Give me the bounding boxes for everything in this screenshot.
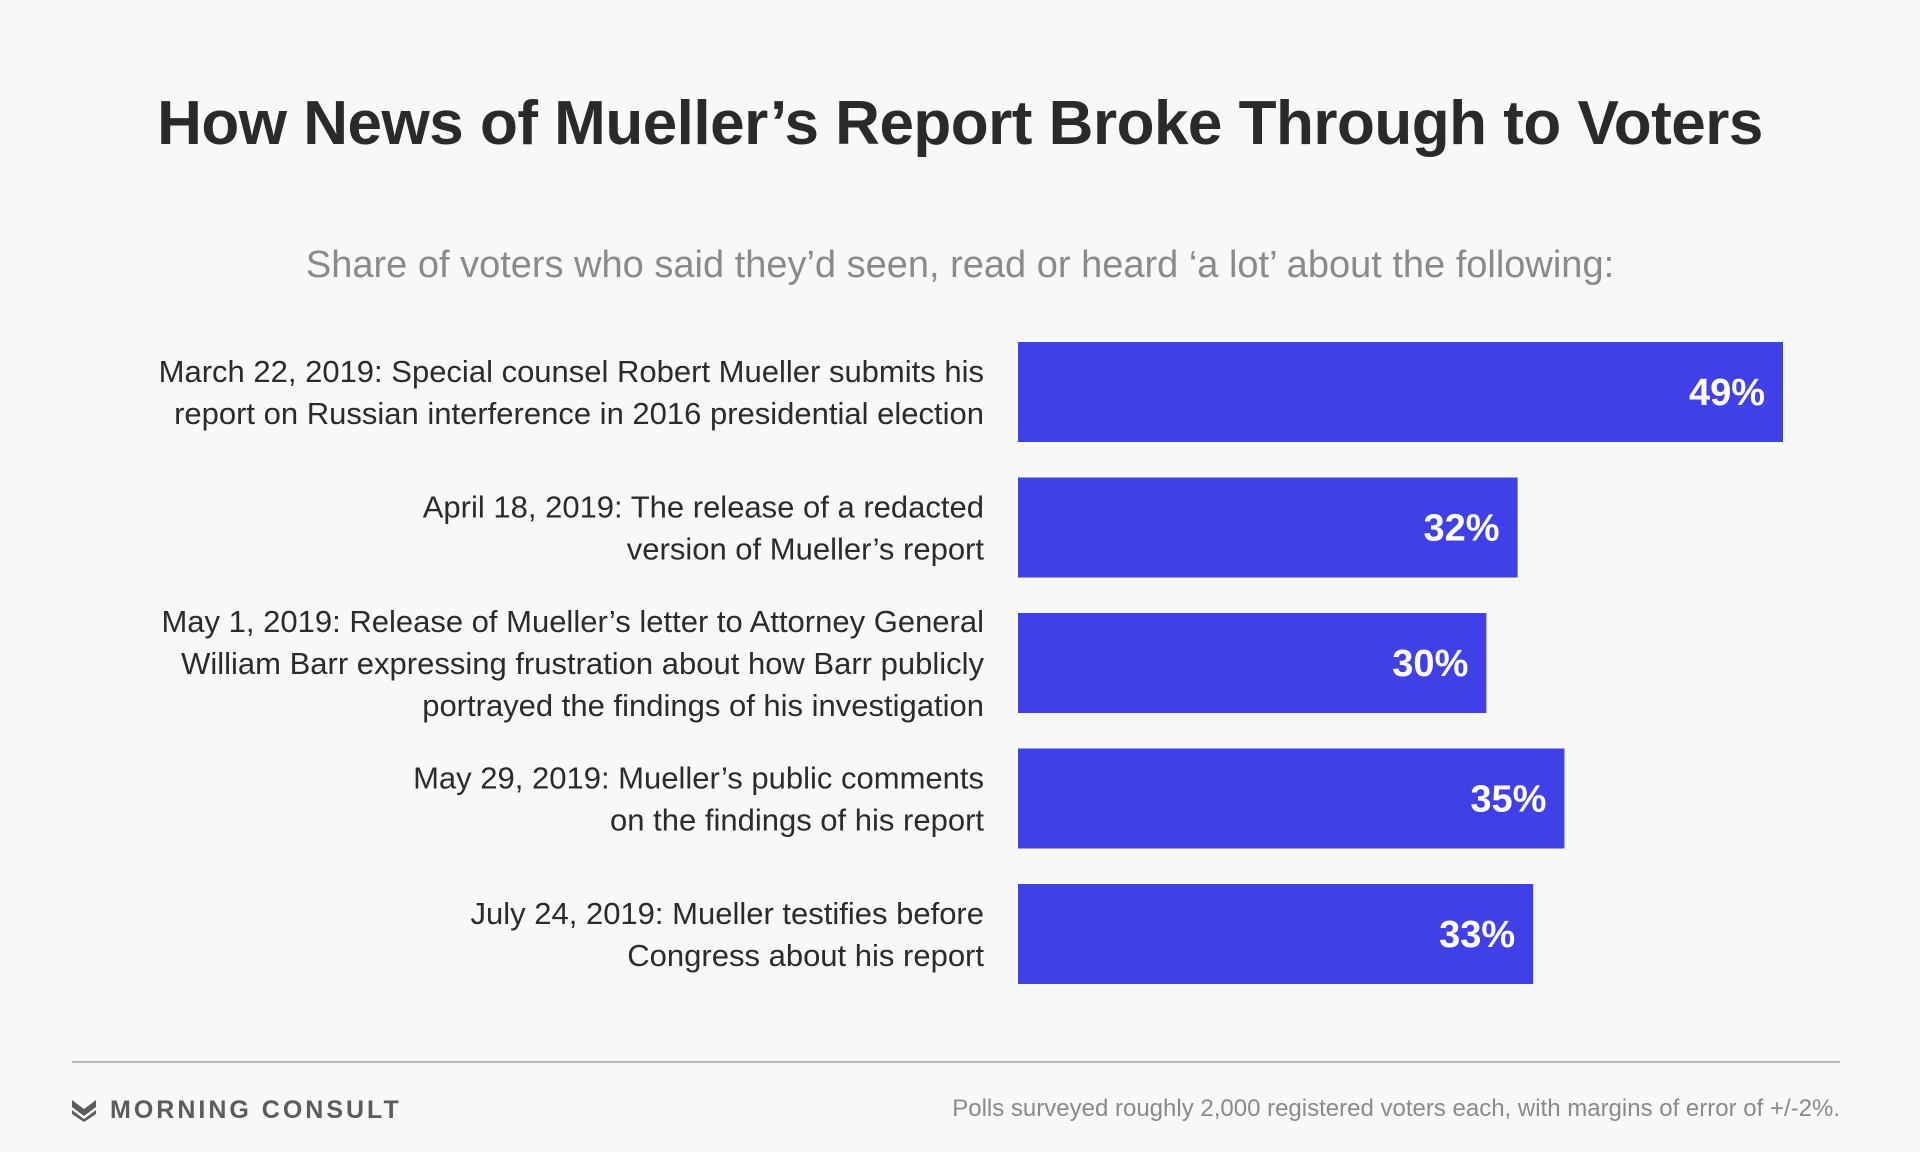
bar-2 <box>1018 477 1518 578</box>
bar-5 <box>1018 884 1534 984</box>
bar-value-label: 33% <box>1439 914 1515 956</box>
bar-value-label: 30% <box>1392 643 1468 685</box>
bar-value-label: 35% <box>1470 779 1546 821</box>
category-label-line: May 29, 2019: Mueller’s public comments <box>413 761 984 796</box>
bar-1 <box>1018 342 1783 442</box>
footer-divider <box>72 1061 1840 1063</box>
chart-title: How News of Mueller’s Report Broke Throu… <box>157 89 1763 158</box>
category-label-line: March 22, 2019: Special counsel Robert M… <box>159 354 984 389</box>
category-label-line: report on Russian interference in 2016 p… <box>174 396 984 431</box>
source-note: Polls surveyed roughly 2,000 registered … <box>952 1095 1840 1122</box>
category-label-line: William Barr expressing frustration abou… <box>181 646 984 681</box>
category-label-line: version of Mueller’s report <box>627 532 985 567</box>
brand-name: MORNING CONSULT <box>110 1096 402 1124</box>
category-label-line: portrayed the findings of his investigat… <box>422 688 984 723</box>
bar-value-label: 32% <box>1424 508 1500 550</box>
category-label-line: May 1, 2019: Release of Mueller’s letter… <box>161 604 984 639</box>
category-label-line: July 24, 2019: Mueller testifies before <box>471 896 985 931</box>
brand-logo: MORNING CONSULT <box>72 1096 402 1125</box>
category-label-line: April 18, 2019: The release of a redacte… <box>423 490 984 525</box>
bar-3 <box>1018 613 1487 713</box>
bar-4 <box>1018 748 1565 849</box>
category-label-line: Congress about his report <box>627 938 984 973</box>
bar-value-label: 49% <box>1689 372 1765 414</box>
category-label-line: on the findings of his report <box>610 803 984 838</box>
chart-subtitle: Share of voters who said they’d seen, re… <box>305 244 1615 286</box>
bar-chart: 49% March 22, 2019: Special counsel Rober… <box>159 342 1783 984</box>
morning-consult-logo-icon <box>72 1099 96 1122</box>
